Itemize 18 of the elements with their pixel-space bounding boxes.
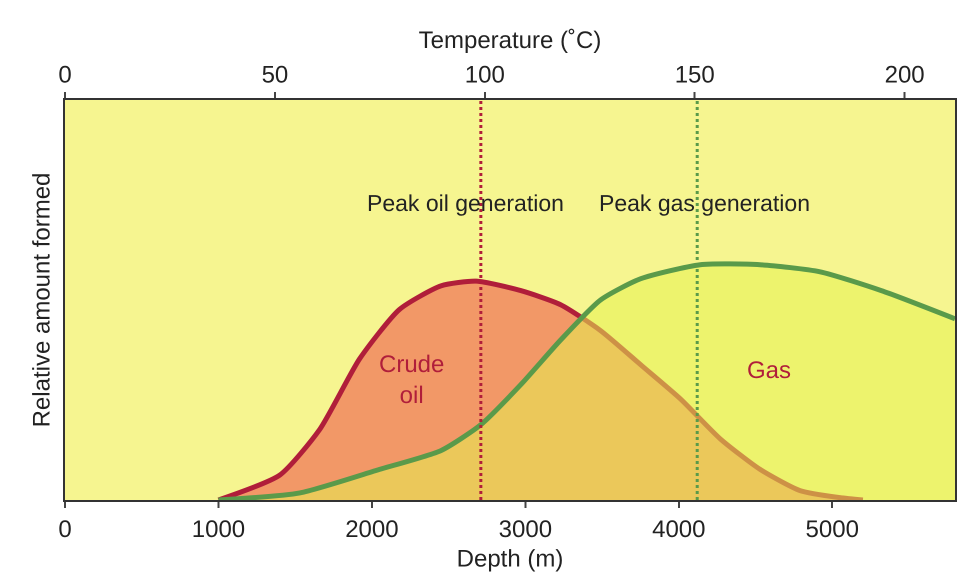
x-tick-label: 0 — [58, 516, 72, 543]
x-tick-label: 2000 — [345, 516, 399, 543]
x2-axis-title: Temperature (˚C) — [418, 27, 602, 54]
ref-line-label: Peak gas generation — [599, 190, 810, 216]
x-tick-label: 3000 — [498, 516, 552, 543]
x2-tick-label: 100 — [464, 61, 505, 88]
x2-tick-label: 200 — [884, 61, 925, 88]
x2-tick-label: 50 — [262, 61, 288, 88]
series-label: Crude oil — [379, 351, 444, 410]
series-label: Gas — [747, 357, 792, 384]
x-tick-label: 4000 — [652, 516, 706, 543]
y-axis-title: Relative amount formed — [28, 172, 56, 428]
x-tick-label: 1000 — [192, 516, 246, 543]
x2-tick-label: 0 — [58, 61, 72, 88]
x2-tick-label: 150 — [674, 61, 715, 88]
ref-line-label: Peak oil generation — [367, 190, 564, 216]
x-axis-title: Depth (m) — [456, 546, 564, 573]
x-tick-label: 5000 — [806, 516, 859, 543]
